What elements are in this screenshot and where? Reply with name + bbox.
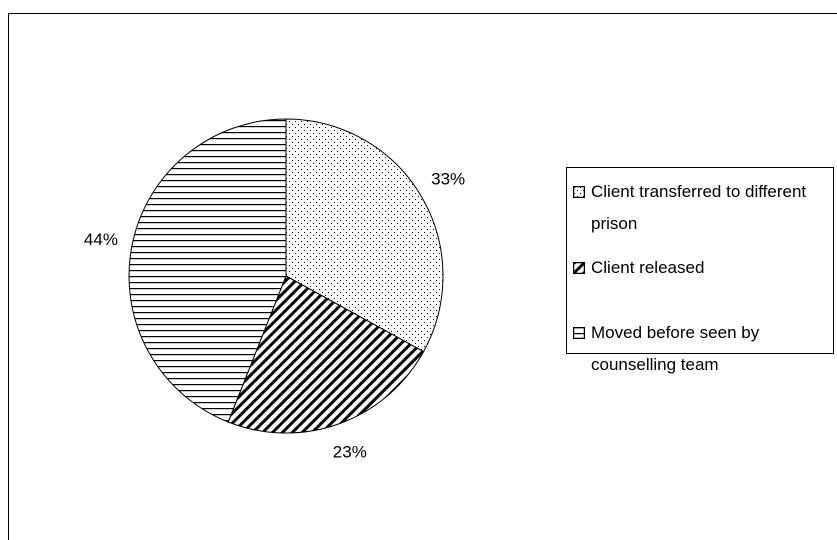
legend-label: Moved before seen by counselling team bbox=[591, 323, 760, 374]
legend-label: Client transferred to different prison bbox=[591, 182, 807, 233]
pie-slice bbox=[128, 118, 287, 423]
legend-swatch-box bbox=[573, 262, 585, 274]
pie-slice bbox=[285, 118, 444, 353]
legend-item: Moved before seen by counselling team bbox=[571, 317, 831, 381]
data-label: 44% bbox=[84, 230, 118, 249]
pie-slice bbox=[227, 275, 425, 434]
chart-frame bbox=[8, 13, 837, 540]
legend-item: Client released bbox=[571, 252, 831, 284]
data-label: 33% bbox=[431, 170, 465, 189]
data-label: 23% bbox=[333, 443, 367, 462]
legend-swatch-box bbox=[573, 186, 585, 198]
legend-swatch-box bbox=[573, 327, 585, 339]
legend-swatch bbox=[573, 262, 585, 274]
legend: Client transferred to different prison Cl… bbox=[566, 167, 834, 374]
legend-item: Client transferred to different prison bbox=[571, 176, 831, 240]
legend-label: Client released bbox=[591, 258, 705, 277]
legend-swatch bbox=[573, 186, 585, 198]
legend-swatch bbox=[573, 327, 585, 339]
